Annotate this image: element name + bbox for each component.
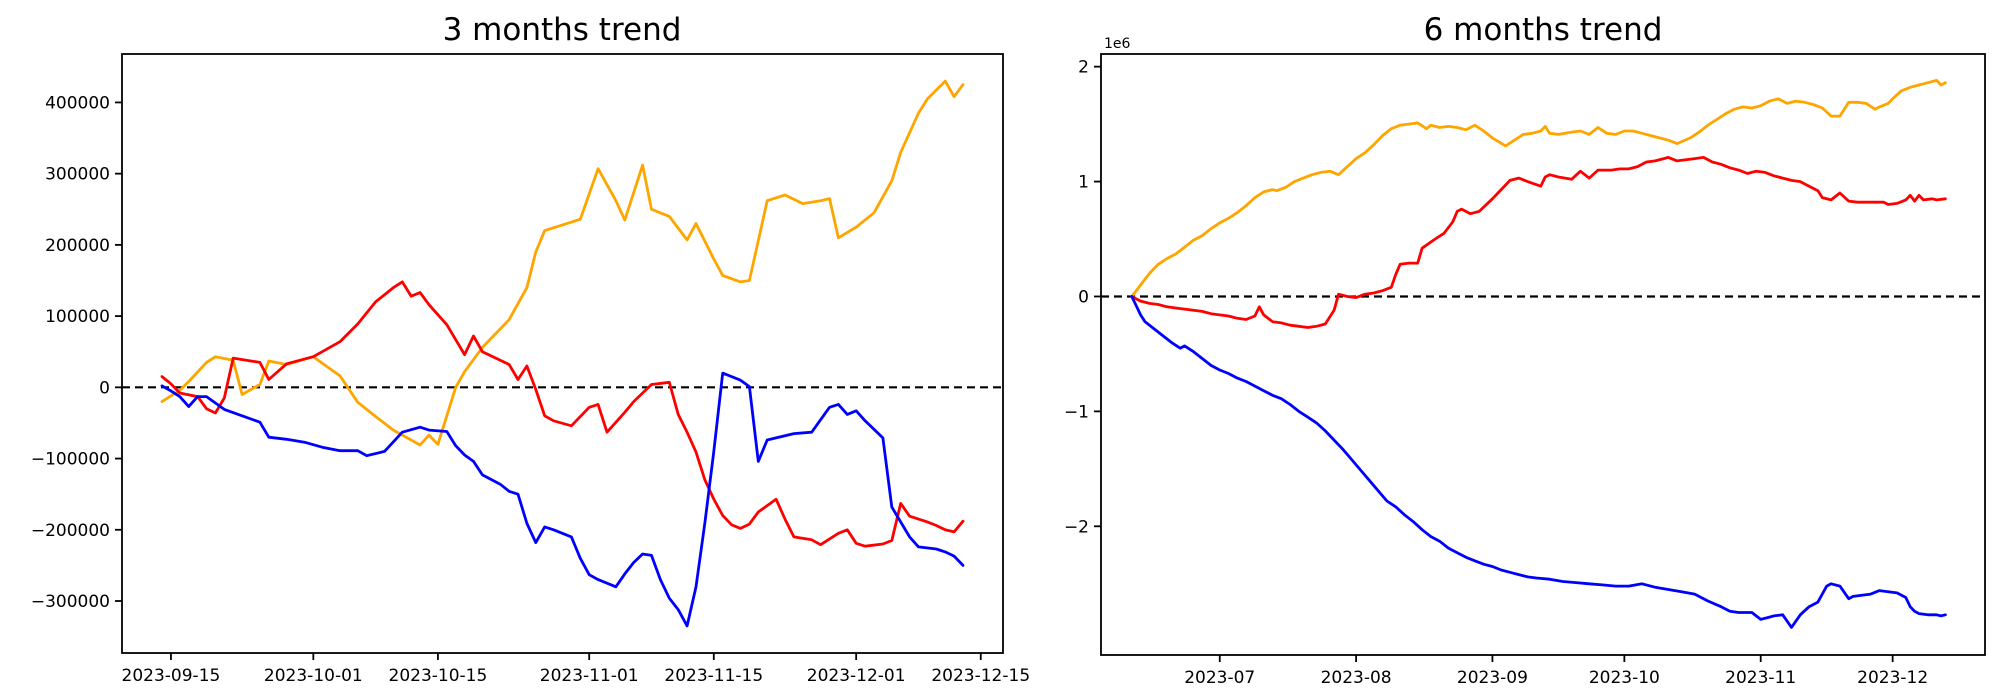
x-tick-label: 2023-12-15: [931, 666, 1030, 686]
x-tick-label: 2023-09-15: [122, 666, 221, 686]
series-line-red: [1130, 156, 1947, 329]
y-tick-label: −300000: [31, 592, 110, 612]
y-tick-label: 1: [1078, 173, 1089, 193]
y-tick-label: 0: [99, 378, 110, 398]
x-tick-label: 2023-11-15: [664, 666, 763, 686]
plot-frame: [1100, 53, 1986, 656]
series-line-blue: [160, 371, 965, 628]
y-tick-label: 400000: [45, 93, 110, 113]
x-tick-label: 2023-12: [1857, 668, 1928, 688]
y-tick-label: 2: [1078, 58, 1089, 78]
x-tick-label: 2023-11-01: [540, 666, 639, 686]
x-tick-label: 2023-08: [1321, 668, 1392, 688]
series-line-red: [160, 280, 965, 548]
series-line-blue: [1130, 295, 1947, 629]
y-tick-label: −2: [1064, 517, 1089, 537]
y-tick-label: −100000: [31, 450, 110, 470]
y-tick-label: −1: [1064, 402, 1089, 422]
x-tick-label: 2023-11: [1725, 668, 1796, 688]
y-axis-offset-label: 1e6: [1104, 36, 1131, 52]
chart-title-3-months: 3 months trend: [443, 12, 682, 48]
chart-title-6-months: 6 months trend: [1424, 12, 1663, 48]
chart-6-months-trend: 2 1 0 −1 −2 2023-07 2023-08 2023-09 2023-10 2023-…: [1064, 53, 1986, 688]
series-line-orange: [160, 79, 965, 447]
x-tick-label: 2023-12-01: [807, 666, 906, 686]
plot-frame: [121, 53, 1004, 654]
x-tick-label: 2023-10-01: [264, 666, 363, 686]
x-tick-label: 2023-10-15: [389, 666, 488, 686]
y-tick-label: 200000: [45, 236, 110, 256]
x-tick-label: 2023-09: [1457, 668, 1528, 688]
y-tick-label: 0: [1078, 287, 1089, 307]
x-tick-label: 2023-07: [1184, 668, 1255, 688]
y-tick-label: 300000: [45, 165, 110, 185]
y-tick-label: 100000: [45, 307, 110, 327]
x-tick-label: 2023-10: [1589, 668, 1660, 688]
y-tick-label: −200000: [31, 521, 110, 541]
series-line-orange: [1130, 79, 1947, 298]
chart-3-months-trend: 400000 300000 200000 100000 0 −100000 −200000 −…: [31, 53, 1030, 686]
